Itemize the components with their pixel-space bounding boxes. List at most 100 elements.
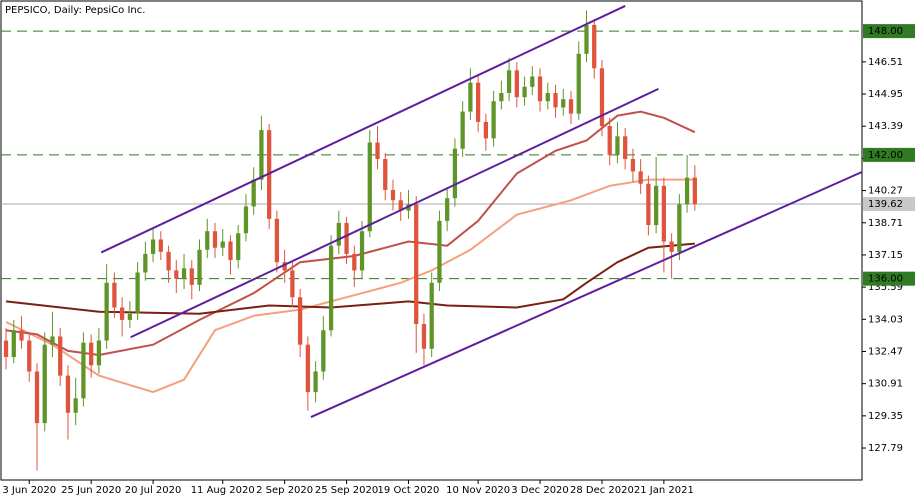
x-tick-label: 21 Jan 2021	[634, 485, 694, 496]
candle-body	[321, 330, 326, 372]
x-tick-label: 3 Jun 2020	[2, 485, 56, 496]
candle-body	[514, 70, 519, 98]
candle-body	[42, 344, 47, 424]
candle-body	[274, 218, 280, 263]
candle-body	[243, 206, 249, 234]
candle-body	[181, 268, 187, 279]
candle-body	[483, 121, 488, 139]
y-tick-label: 146.51	[868, 57, 903, 68]
x-tick-label: 11 Aug 2020	[191, 485, 255, 496]
candle-body	[654, 185, 659, 226]
plot-frame	[0, 0, 863, 481]
x-tick-label: 28 Dec 2020	[570, 485, 634, 496]
candle-body	[692, 177, 697, 204]
y-tick-label: 132.47	[868, 346, 903, 357]
candle-body	[383, 159, 388, 190]
candle-body	[236, 233, 241, 261]
y-tick-label: 134.03	[868, 314, 903, 325]
candle-body	[568, 99, 574, 114]
candle-body	[429, 282, 434, 349]
candle-body	[437, 220, 442, 283]
level-label: 148.00	[868, 26, 903, 37]
candle-body	[344, 222, 349, 254]
candle-body	[677, 204, 682, 252]
candle-body	[623, 136, 628, 160]
candle-body	[119, 307, 125, 320]
level-tag	[863, 24, 915, 39]
candle-body	[491, 101, 496, 139]
candle-body	[282, 262, 287, 271]
candle-body	[553, 93, 558, 108]
candle-body	[58, 336, 63, 376]
plot-area	[1, 5, 862, 471]
candle-body	[468, 82, 473, 112]
candle-body	[328, 245, 334, 331]
candle-body	[561, 99, 566, 108]
level-tag	[863, 147, 915, 162]
candle-body	[143, 253, 148, 273]
candle-body	[576, 53, 581, 114]
candle-body	[73, 398, 78, 413]
candle-body	[537, 76, 543, 102]
candle-body	[375, 142, 380, 160]
candle-body	[669, 241, 674, 252]
candle-body	[445, 198, 450, 221]
y-tick-label: 137.15	[868, 250, 903, 261]
candle-body	[630, 159, 636, 172]
candle-body	[189, 268, 194, 285]
candle-body	[166, 251, 171, 271]
moving-average	[5, 178, 695, 394]
trend-line	[310, 170, 862, 418]
candle-body	[65, 375, 71, 413]
candle-body	[506, 70, 512, 94]
candle-body	[89, 342, 94, 366]
x-tick-label: 25 Jun 2020	[61, 485, 121, 496]
last-price-label: 139.62	[868, 199, 903, 210]
candle-body	[96, 340, 102, 366]
candle-body	[150, 239, 156, 254]
x-tick-label: 2 Sep 2020	[256, 485, 313, 496]
candle-body	[228, 241, 233, 261]
candle-body	[34, 371, 40, 424]
candle-body	[367, 142, 372, 232]
candle-body	[259, 130, 264, 180]
trend-line	[130, 87, 659, 339]
candle-body	[27, 340, 32, 372]
candle-body	[81, 342, 86, 399]
chart-title: PEPSICO, Daily: PepsiCo Inc.	[5, 5, 145, 16]
candle-body	[352, 253, 357, 271]
candle-body	[212, 231, 218, 248]
candle-body	[452, 148, 458, 199]
y-tick-label: 135.59	[868, 282, 903, 293]
level-label: 136.00	[868, 274, 903, 285]
candle-body	[599, 68, 605, 127]
candle-body	[220, 241, 225, 248]
candle-body	[290, 270, 295, 298]
candle-body	[158, 239, 163, 252]
candle-body	[50, 336, 55, 345]
trend-line	[100, 5, 626, 254]
x-tick-label: 25 Sep 2020	[315, 485, 378, 496]
candle-body	[297, 297, 303, 345]
candle-body	[135, 272, 140, 314]
y-tick-label: 144.95	[868, 89, 903, 100]
candle-body	[390, 189, 396, 201]
candle-body	[499, 93, 504, 102]
candle-body	[11, 330, 16, 358]
candle-body	[584, 24, 589, 54]
candle-body	[530, 76, 535, 87]
candle-body	[104, 282, 109, 341]
x-tick-label: 10 Nov 2020	[446, 485, 510, 496]
candle-body	[112, 282, 117, 308]
candle-body	[359, 231, 365, 271]
x-tick-label: 20 Jul 2020	[125, 485, 182, 496]
candle-body	[545, 93, 550, 102]
candle-body	[19, 330, 24, 341]
y-tick-label: 127.79	[868, 443, 903, 454]
candle-body	[3, 340, 9, 358]
level-tag	[863, 271, 915, 286]
level-label: 142.00	[868, 150, 903, 161]
candle-body	[522, 86, 527, 98]
candle-body	[174, 270, 179, 279]
